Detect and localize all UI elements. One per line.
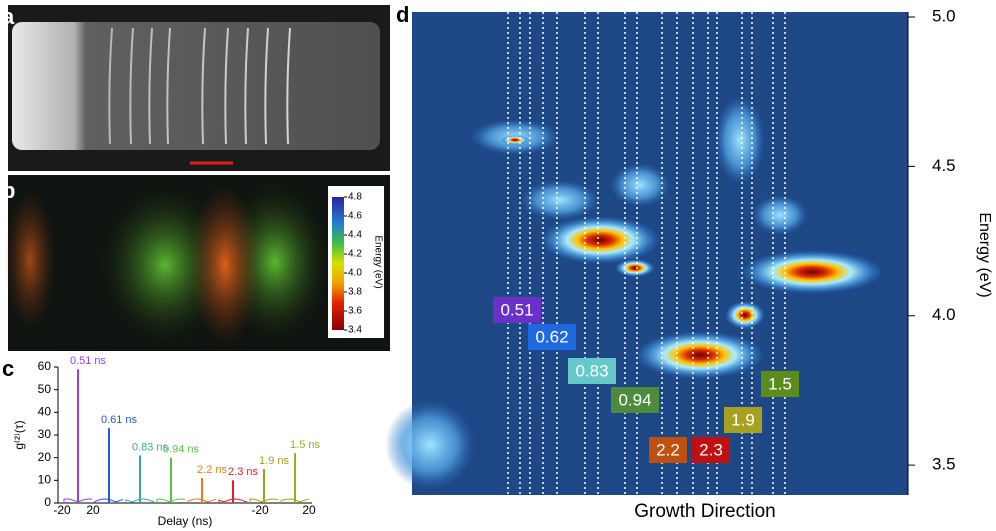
intensity-blob (615, 259, 655, 277)
y-tick-label: 4.0 (932, 305, 956, 324)
peak-label: 1.5 ns (290, 439, 320, 451)
x-tick-label: 20 (86, 503, 100, 517)
lifetime-label: 0.51 (500, 300, 533, 319)
lifetime-box (493, 297, 541, 323)
y-tick-label: 3.5 (932, 455, 956, 474)
lifetime-label: 0.62 (535, 327, 568, 346)
peak-label: 0.51 ns (70, 355, 107, 367)
x-tick-label: 20 (302, 503, 316, 517)
colorbar-label: Energy (eV) (372, 235, 383, 288)
panel-label: a (2, 4, 15, 29)
colorbar-tick-label: 3.8 (348, 287, 362, 298)
lifetime-label: 2.2 (656, 440, 680, 459)
colorbar-tick-label: 4.8 (348, 192, 362, 203)
lifetime-label: 2.3 (699, 440, 723, 459)
peak-label: 1.9 ns (259, 455, 289, 467)
intensity-blob (635, 331, 765, 379)
lifetime-box (649, 437, 687, 463)
y-tick-label: 40 (38, 405, 52, 419)
intensity-blob (715, 95, 765, 185)
y-tick-label: 60 (38, 359, 52, 373)
colorbar-tick-label: 3.4 (348, 325, 362, 336)
peak-label: 0.61 ns (101, 414, 138, 426)
x-tick-label: -20 (53, 503, 71, 517)
intensity-blob (740, 250, 884, 294)
nanowire (12, 22, 380, 150)
stripe (108, 27, 113, 145)
intensity-blob (540, 216, 660, 264)
lifetime-label: 1.9 (731, 410, 755, 429)
peak-label: 2.3 ns (228, 466, 258, 478)
lifetime-box (568, 358, 616, 384)
lifetime-box (528, 324, 576, 350)
x-axis-label: Growth Direction (634, 501, 776, 522)
y-tick-label: 10 (38, 473, 52, 487)
glow (5, 190, 55, 330)
colorbar-tick-label: 4.2 (348, 249, 362, 260)
stripe (286, 27, 291, 145)
peak-label: 2.2 ns (197, 464, 227, 476)
stripe (148, 27, 153, 145)
panel-label: b (2, 178, 15, 203)
colorbar-tick-label: 3.6 (348, 306, 362, 317)
y-axis-label: Energy (eV) (976, 212, 993, 297)
stripe (224, 27, 229, 145)
lifetime-box (692, 437, 730, 463)
lifetime-label: 1.5 (768, 374, 792, 393)
y-tick-label: 30 (38, 427, 52, 441)
lifetime-box (761, 371, 799, 397)
stripe (166, 27, 171, 145)
panel-label: c (2, 356, 14, 381)
lifetime-label: 0.83 (575, 361, 608, 380)
intensity-blob (752, 195, 808, 235)
peak-label: 0.94 ns (163, 444, 200, 456)
lifetime-label: 0.94 (618, 390, 651, 409)
x-tick-label: -20 (251, 503, 269, 517)
peak-label: 0.83 ns (132, 441, 169, 453)
y-axis-label: g⁽²⁾(τ) (12, 420, 26, 449)
y-tick-label: 5.0 (932, 6, 956, 25)
colorbar (332, 197, 344, 330)
y-tick-label: 4.5 (932, 156, 956, 175)
stripe (244, 27, 249, 145)
x-axis-label: Delay (ns) (158, 514, 213, 528)
colorbar-tick-label: 4.6 (348, 211, 362, 222)
intensity-blob (610, 163, 670, 207)
intensity-blob (385, 400, 475, 490)
stripe (129, 27, 134, 145)
lifetime-box (611, 387, 659, 413)
lifetime-box (724, 407, 762, 433)
colorbar-tick-label: 4.4 (348, 230, 362, 241)
y-tick-label: 0 (44, 495, 51, 509)
stripe (264, 27, 269, 145)
y-tick-label: 20 (38, 450, 52, 464)
y-tick-label: 50 (38, 382, 52, 396)
stripe (201, 27, 206, 145)
intensity-blob (725, 301, 765, 329)
colorbar-tick-label: 4.0 (348, 268, 362, 279)
panel-label: d (396, 2, 409, 27)
intensity-blob (501, 135, 529, 145)
glow (190, 185, 260, 345)
intensity-blob (520, 180, 600, 220)
